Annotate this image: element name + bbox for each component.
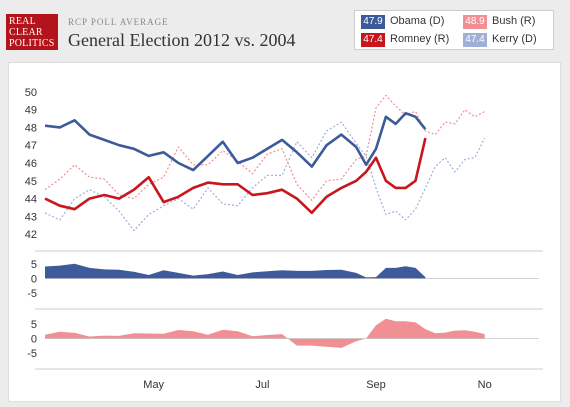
diff-area-1 [45, 318, 485, 348]
chart-title: General Election 2012 vs. 2004 [68, 30, 296, 50]
chart-panel: 42 43 44 45 46 47 48 49 50 5 0 -5 5 0 -5 May Jul Sep No [8, 62, 561, 402]
legend-value: 47.9 [361, 15, 385, 29]
x-tick-label: Jul [255, 379, 269, 391]
diff-y-tick-label: -5 [27, 348, 37, 360]
legend-item-bush[interactable]: 48.9 Bush (R) [463, 15, 535, 29]
logo-line: POLITICS [9, 38, 55, 49]
x-tick-label: No [478, 379, 492, 391]
y-tick-label: 45 [25, 176, 37, 188]
legend-item-romney[interactable]: 47.4 Romney (R) [361, 33, 449, 47]
series-line-obama-d [44, 111, 427, 172]
legend-value: 47.4 [361, 33, 385, 47]
logo-line: REAL [9, 16, 36, 27]
legend-value: 47.4 [463, 33, 487, 47]
rcp-logo[interactable]: REAL CLEAR POLITICS [6, 14, 58, 50]
header: REAL CLEAR POLITICS RCP POLL AVERAGE Gen… [0, 0, 570, 58]
legend-label: Obama (D) [390, 15, 445, 27]
diff-y-tick-label: 5 [31, 319, 37, 331]
series-line-romney-r [44, 137, 427, 215]
series-line-bush-r [44, 94, 485, 201]
y-tick-label: 44 [25, 194, 37, 206]
diff-y-tick-label: -5 [27, 288, 37, 300]
legend-item-obama[interactable]: 47.9 Obama (D) [361, 15, 444, 29]
logo-line: CLEAR [9, 27, 43, 38]
y-tick-label: 46 [25, 158, 37, 170]
y-tick-label: 48 [25, 122, 37, 134]
legend-label: Romney (R) [390, 33, 450, 45]
y-tick-label: 49 [25, 105, 37, 117]
y-tick-label: 42 [25, 229, 37, 241]
y-tick-label: 50 [25, 87, 37, 99]
x-tick-label: May [143, 379, 164, 391]
legend-label: Kerry (D) [492, 33, 537, 45]
legend-value: 48.9 [463, 15, 487, 29]
legend-item-kerry[interactable]: 47.4 Kerry (D) [463, 33, 537, 47]
diff-y-tick-label: 5 [31, 259, 37, 271]
y-tick-label: 43 [25, 211, 37, 223]
legend: 47.9 Obama (D) 48.9 Bush (R) 47.4 Romney (R… [354, 10, 554, 50]
diff-area-0 [45, 263, 426, 279]
diff-y-tick-label: 0 [31, 334, 37, 346]
diff-y-tick-label: 0 [31, 274, 37, 286]
y-tick-label: 47 [25, 140, 37, 152]
x-tick-label: Sep [366, 379, 386, 391]
legend-label: Bush (R) [492, 15, 536, 27]
series-line-kerry-d [44, 121, 486, 232]
chart-subtitle: RCP POLL AVERAGE [68, 17, 169, 27]
